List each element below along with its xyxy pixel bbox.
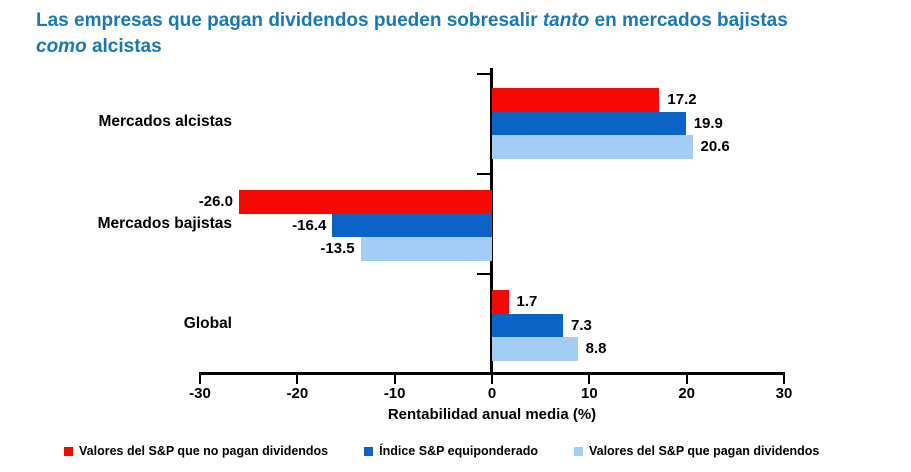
legend-swatch-red-icon (64, 446, 73, 456)
category-label: Mercados alcistas (98, 113, 232, 131)
title-italic-tanto: tanto (542, 10, 590, 31)
bar-value-label: -13.5 (320, 240, 355, 257)
x-tick-label: -30 (189, 385, 211, 402)
x-axis-tick (685, 375, 688, 384)
category-label: Global (183, 315, 232, 333)
category-label: Mercados bajistas (97, 215, 232, 233)
bar-negative (332, 213, 492, 237)
x-axis-tick (491, 375, 493, 384)
bar-value-label: 19.9 (693, 114, 723, 132)
title-text-3: alcistas (86, 36, 162, 57)
x-axis-tick (199, 375, 201, 384)
legend-label-equal-weighted: Índice S&P equiponderado (379, 444, 538, 458)
bar-positive (492, 313, 564, 337)
bar-value-label: -16.4 (292, 216, 327, 234)
x-tick-label: -10 (383, 385, 406, 402)
chart-title: Las empresas que pagan dividendos pueden… (36, 8, 906, 60)
bar-value-label: 20.6 (700, 138, 730, 155)
legend-swatch-lightblue-icon (573, 446, 583, 456)
bar-value-label: 1.7 (516, 293, 538, 310)
x-axis-tick (393, 375, 396, 384)
bar-value-label: -26.0 (198, 193, 233, 210)
bar-value-label: 17.2 (667, 91, 697, 108)
y-axis-tick (477, 73, 490, 75)
legend: Valores del S&P que no pagan dividendos … (64, 444, 819, 458)
x-axis-tick (783, 375, 785, 384)
x-tick-label: 20 (678, 385, 695, 402)
bar-value-label: 8.8 (585, 340, 607, 357)
legend-label-no-dividends: Valores del S&P que no pagan dividendos (79, 444, 329, 458)
y-axis-tick (477, 173, 490, 175)
bar-positive (492, 337, 578, 361)
legend-item-equal-weighted: Índice S&P equiponderado (364, 444, 538, 458)
x-axis-title: Rentabilidad anual media (%) (387, 406, 597, 423)
legend-swatch-blue-icon (364, 446, 374, 456)
bar-positive (492, 135, 693, 159)
title-text-2: en mercados bajistas (589, 10, 788, 31)
x-axis-tick (588, 375, 591, 384)
legend-item-pay-dividends: Valores del S&P que pagan dividendos (573, 444, 820, 458)
bar-value-label: 7.3 (571, 316, 592, 334)
bar-positive (492, 111, 686, 135)
legend-item-no-dividends: Valores del S&P que no pagan dividendos (64, 444, 328, 458)
bar-positive (492, 88, 660, 112)
title-text-1: Las empresas que pagan dividendos pueden… (36, 10, 543, 31)
title-italic-como: como (36, 36, 87, 57)
legend-label-pay-dividends: Valores del S&P que pagan dividendos (588, 444, 820, 458)
x-tick-label: -20 (286, 385, 309, 402)
bar-negative (360, 237, 492, 261)
y-axis-tick (477, 273, 490, 275)
x-tick-label: 0 (487, 385, 497, 402)
x-axis-tick (296, 375, 299, 384)
bar-positive (492, 290, 509, 314)
bar-negative (238, 190, 492, 214)
x-tick-label: 10 (580, 385, 598, 402)
x-tick-label: 30 (775, 385, 793, 402)
